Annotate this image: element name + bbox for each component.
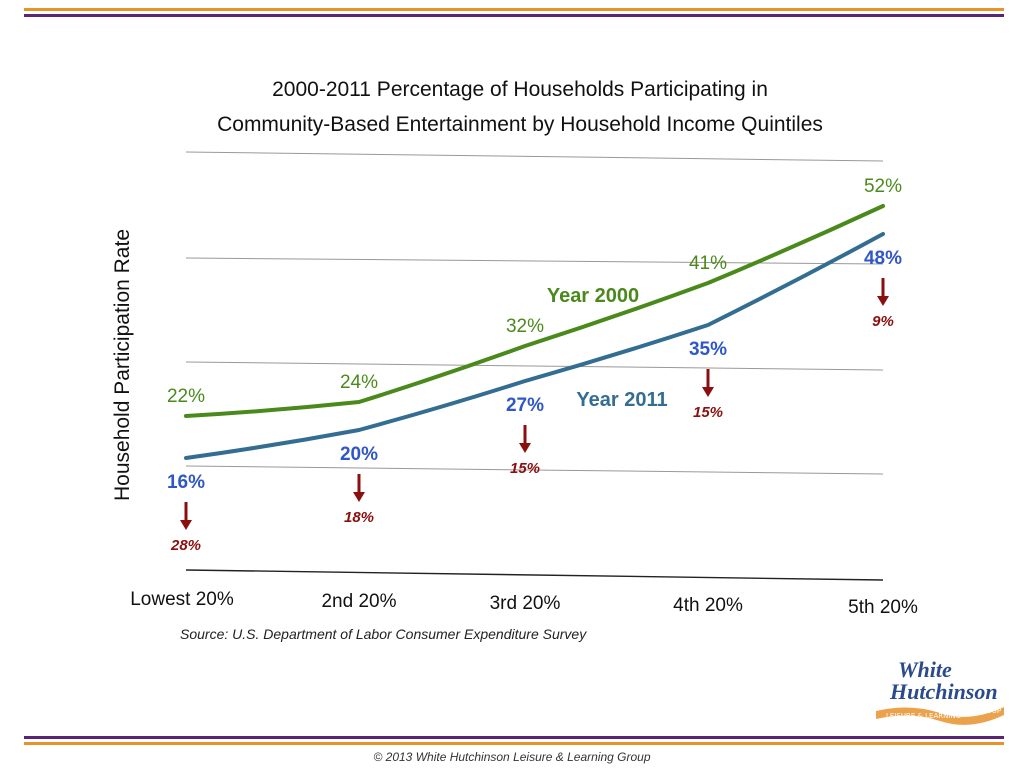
top-decorative-rule	[24, 8, 1004, 17]
source-note: Source: U.S. Department of Labor Consume…	[180, 626, 587, 642]
bottom-decorative-rule	[24, 736, 1004, 745]
copyright-footer: © 2013 White Hutchinson Leisure & Learni…	[373, 750, 651, 764]
decline-arrow-head	[877, 296, 889, 306]
white-hutchinson-logo: White Hutchinson LEISURE & LEARNING GROU…	[876, 657, 1004, 725]
decline-label: 15%	[510, 460, 540, 477]
logo-group: GROUP	[976, 707, 1001, 715]
gridline	[185, 465, 884, 475]
x-tick-label: 4th 20%	[673, 595, 743, 616]
decline-arrow-head	[180, 520, 192, 530]
series-label-year-2000: Year 2000	[547, 285, 639, 307]
logo-line1: White	[898, 657, 952, 682]
data-label-2000: 22%	[167, 386, 205, 407]
data-label-2011: 35%	[689, 339, 727, 360]
data-label-2011: 16%	[167, 472, 205, 493]
gridline	[185, 151, 884, 162]
gridline	[185, 361, 884, 371]
series-line-year-2000	[184, 204, 885, 418]
chart: 2000-2011 Percentage of Households Parti…	[111, 78, 918, 618]
data-label-2011: 27%	[506, 395, 544, 416]
decline-label: 9%	[872, 313, 894, 330]
decline-label: 28%	[170, 537, 201, 554]
data-label-2000: 32%	[506, 316, 544, 337]
x-tick-label: 5th 20%	[848, 597, 918, 618]
series-line-year-2011	[184, 232, 885, 460]
x-tick-label: 2nd 20%	[321, 591, 396, 612]
decline-arrow-head	[702, 387, 714, 397]
x-axis-line	[185, 569, 884, 581]
data-label-2000: 41%	[689, 253, 727, 274]
decline-arrow-head	[353, 492, 365, 502]
logo-tagline: LEISURE & LEARNING	[886, 712, 961, 720]
data-label-2011: 20%	[340, 444, 378, 465]
logo-line2: Hutchinson	[889, 679, 998, 704]
data-label-2000: 24%	[340, 372, 378, 393]
x-tick-label: Lowest 20%	[130, 589, 234, 610]
data-label-2000: 52%	[864, 176, 902, 197]
data-label-2011: 48%	[864, 248, 902, 269]
chart-title-line1: 2000-2011 Percentage of Households Parti…	[272, 78, 768, 101]
logo-ribbon	[876, 707, 1004, 725]
y-axis-label: Household Participation Rate	[111, 229, 134, 501]
decline-label: 15%	[693, 404, 723, 421]
chart-title-line2: Community-Based Entertainment by Househo…	[217, 113, 823, 136]
decline-arrow-head	[519, 443, 531, 453]
series-label-year-2011: Year 2011	[576, 389, 667, 411]
gridline	[185, 257, 884, 265]
decline-label: 18%	[344, 509, 374, 526]
x-tick-label: 3rd 20%	[490, 593, 561, 614]
